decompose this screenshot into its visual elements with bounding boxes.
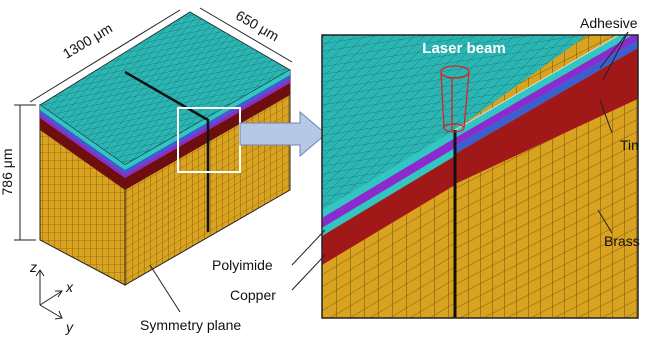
label: Laser beam (422, 40, 505, 57)
label: Adhesive (580, 15, 638, 31)
axis-label: y (65, 319, 74, 335)
label: Copper (230, 287, 276, 303)
label: Symmetry plane (140, 317, 241, 333)
label: Brass (604, 233, 640, 249)
label: Polyimide (212, 257, 273, 273)
dimension-label: 650 μm (233, 7, 282, 44)
figure: 1300 μm 650 μm 786 μm Laser beam Adhesiv… (0, 0, 654, 338)
axis-label: z (29, 259, 37, 275)
axes-triad (36, 270, 62, 319)
label: Tin (620, 137, 639, 153)
axis-label: x (65, 279, 74, 295)
dimension-label: 786 μm (0, 149, 15, 196)
